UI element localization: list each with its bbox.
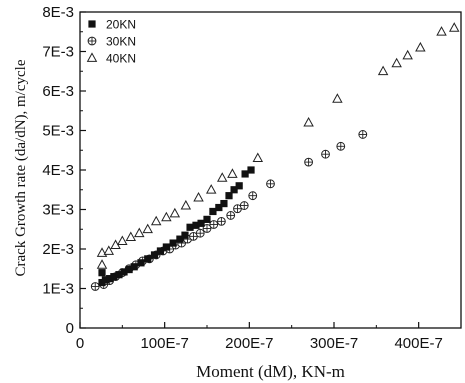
data-point-30KN [226,211,236,220]
series-40KN [96,22,460,269]
data-point-40KN [391,57,402,68]
data-point-40KN [205,184,217,194]
data-point-30KN [358,130,368,139]
y-tick-label: 7E-3 [42,44,74,61]
y-tick-label: 6E-3 [42,83,74,100]
x-tick-label: 400E-7 [394,335,442,352]
data-point-20KN [115,271,123,279]
data-point-20KN [169,239,177,247]
data-point-20KN [162,243,170,251]
data-point-40KN [448,22,460,32]
data-point-30KN [90,282,100,291]
data-point-40KN [303,116,314,127]
data-point-20KN [209,207,217,216]
data-point-40KN [377,65,389,76]
data-point-40KN [216,172,228,182]
legend-marker-20KN [88,20,96,28]
data-point-20KN [241,170,249,178]
data-point-20KN [186,223,194,231]
x-tick-label: 100E-7 [140,335,188,352]
tick-labels: 0 100E-7 200E-7 300E-7 400E-7 0 1E-3 2E-3 3E-3 4E… [42,4,443,352]
data-point-20KN [220,199,228,208]
data-point-20KN [101,276,109,284]
data-point-20KN [130,263,138,271]
y-tick-label: 2E-3 [42,241,74,258]
data-point-40KN [180,199,192,210]
data-point-40KN [332,93,343,103]
legend-label-20KN: 20KN [106,18,136,32]
data-point-30KN [239,201,249,210]
data-point-40KN [415,41,426,52]
data-point-40KN [96,259,108,269]
data-point-20KN [235,182,243,190]
axis-ticks [79,11,420,329]
data-point-30KN [209,220,219,229]
data-point-30KN [336,141,346,151]
data-point-40KN [134,227,145,238]
data-point-30KN [202,224,212,233]
data-point-20KN [181,231,189,239]
y-tick-label: 3E-3 [42,202,74,219]
data-point-30KN [216,216,226,226]
data-point-30KN [195,228,205,238]
data-point-20KN [215,203,223,212]
data-point-20KN [150,251,159,259]
data-point-20KN [197,219,205,227]
data-point-20KN [106,275,114,283]
data-point-40KN [193,192,204,202]
data-point-40KN [125,231,137,242]
y-axis-title: Crack Growth rate (da/dN), m/cycle [13,59,29,276]
y-tick-label: 1E-3 [42,281,74,298]
legend-label-30KN: 30KN [106,35,136,49]
data-point-30KN [321,149,330,159]
data-point-20KN [230,186,238,194]
y-tick-label: 8E-3 [42,4,74,21]
legend: 20KN 30KN 40KN [86,18,136,66]
data-point-40KN [402,49,413,60]
data-point-20KN [176,235,184,243]
legend-marker-30KN [87,36,97,46]
legend-marker-40KN [86,52,98,62]
series-20KN [98,166,255,287]
data-point-20KN [120,268,128,276]
data-point-40KN [103,245,115,255]
data-point-30KN [304,157,314,167]
data-point-20KN [144,255,152,263]
data-point-40KN [436,26,447,36]
data-point-20KN [192,221,200,229]
data-point-20KN [137,259,145,267]
legend-label-40KN: 40KN [106,52,136,66]
data-point-20KN [203,215,211,223]
data-point-20KN [98,269,106,277]
data-point-40KN [117,235,128,245]
data-point-40KN [150,215,162,226]
data-point-40KN [161,211,172,222]
x-tick-label: 0 [76,335,84,352]
data-point-30KN [248,191,258,201]
data-point-40KN [169,207,181,218]
x-tick-label: 200E-7 [225,335,273,352]
data-point-40KN [142,223,153,234]
data-point-30KN [266,179,275,189]
data-point-40KN [252,152,264,163]
y-tick-label: 5E-3 [42,123,74,140]
data-point-20KN [156,247,165,255]
x-tick-label: 300E-7 [310,335,358,352]
data-point-20KN [247,166,255,174]
data-point-20KN [225,192,233,200]
data-point-20KN [125,265,133,274]
y-tick-label: 4E-3 [42,162,74,179]
x-axis-title: Moment (dM), KN-m [196,362,345,381]
plot-marks [90,22,460,291]
plot-frame [79,11,462,329]
data-point-20KN [110,273,118,281]
data-point-40KN [227,168,238,178]
y-tick-label: 0 [66,320,74,337]
